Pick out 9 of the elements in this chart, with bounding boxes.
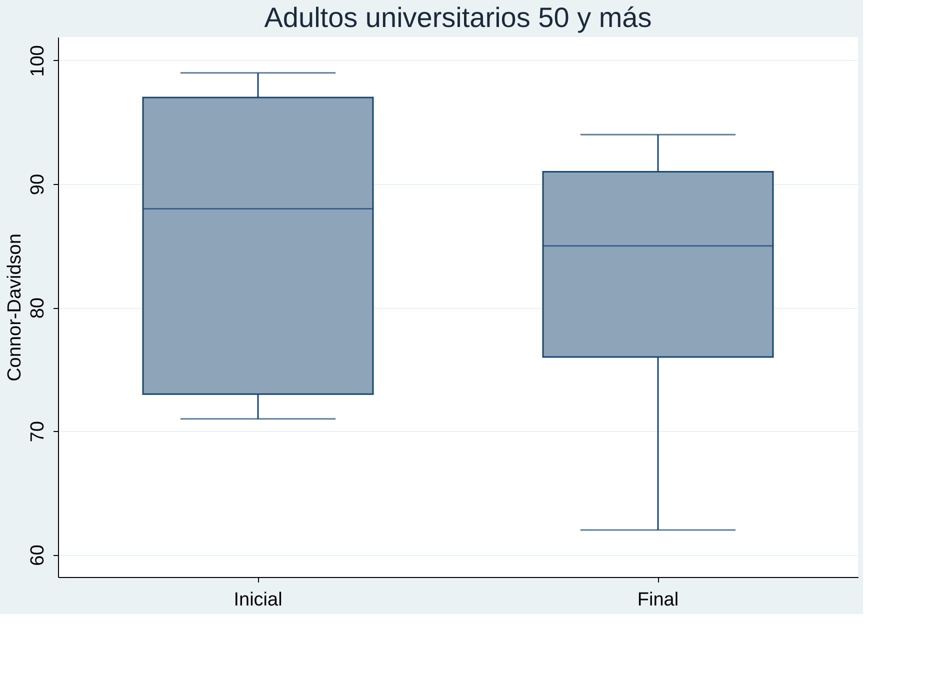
y-axis-title: Connor-Davidson [4, 234, 26, 382]
y-tick-label: 100 [28, 45, 48, 77]
y-tick-label: 80 [28, 298, 48, 319]
chart-title: Adultos universitarios 50 y más [264, 2, 652, 33]
x-tick-label: Final [637, 590, 679, 610]
x-tick-label: Inicial [234, 590, 282, 610]
y-tick-label: 60 [28, 544, 48, 566]
y-tick-label: 70 [28, 421, 48, 442]
y-tick-label: 90 [28, 174, 48, 196]
